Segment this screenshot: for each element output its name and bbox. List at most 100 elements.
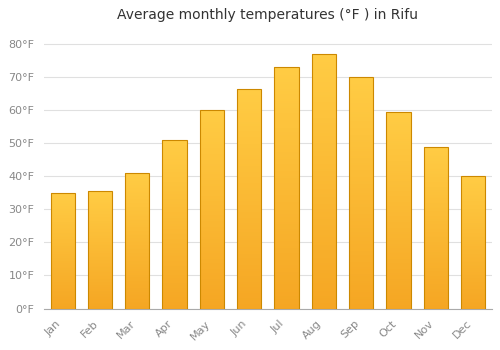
Bar — [312, 118, 336, 120]
Bar — [461, 223, 485, 224]
Bar — [349, 230, 373, 232]
Bar — [312, 133, 336, 135]
Bar — [274, 210, 298, 212]
Bar — [125, 306, 150, 307]
Bar — [424, 203, 448, 205]
Bar — [162, 241, 186, 243]
Bar — [50, 259, 75, 260]
Bar — [312, 171, 336, 174]
Bar — [274, 96, 298, 99]
Bar — [274, 142, 298, 145]
Bar — [312, 240, 336, 242]
Bar — [237, 133, 262, 135]
Bar — [88, 253, 112, 254]
Bar — [162, 280, 186, 281]
Bar — [349, 204, 373, 207]
Bar — [386, 271, 410, 273]
Bar — [125, 275, 150, 276]
Bar — [349, 255, 373, 258]
Bar — [50, 307, 75, 308]
Bar — [125, 199, 150, 200]
Bar — [125, 277, 150, 279]
Bar — [162, 182, 186, 184]
Bar — [274, 190, 298, 193]
Bar — [386, 157, 410, 159]
Bar — [312, 232, 336, 235]
Bar — [50, 222, 75, 223]
Bar — [349, 105, 373, 107]
Bar — [50, 305, 75, 306]
Bar — [274, 272, 298, 275]
Bar — [274, 106, 298, 108]
Bar — [349, 304, 373, 306]
Bar — [200, 178, 224, 180]
Bar — [88, 233, 112, 235]
Bar — [424, 284, 448, 286]
Bar — [274, 140, 298, 142]
Bar — [237, 223, 262, 225]
Bar — [461, 208, 485, 209]
Bar — [125, 230, 150, 231]
Bar — [50, 253, 75, 254]
Bar — [349, 119, 373, 121]
Bar — [349, 174, 373, 177]
Bar — [312, 82, 336, 85]
Bar — [88, 249, 112, 250]
Bar — [125, 249, 150, 250]
Bar — [312, 265, 336, 268]
Bar — [312, 57, 336, 59]
Bar — [125, 207, 150, 208]
Bar — [200, 150, 224, 152]
Bar — [349, 197, 373, 200]
Bar — [274, 304, 298, 306]
Bar — [125, 307, 150, 308]
Bar — [237, 275, 262, 278]
Bar — [200, 285, 224, 287]
Bar — [162, 194, 186, 196]
Bar — [274, 236, 298, 239]
Bar — [237, 282, 262, 284]
Bar — [50, 254, 75, 255]
Bar — [162, 179, 186, 181]
Bar — [162, 283, 186, 285]
Bar — [349, 202, 373, 204]
Bar — [237, 278, 262, 280]
Bar — [424, 152, 448, 153]
Bar — [88, 267, 112, 269]
Bar — [386, 165, 410, 167]
Bar — [237, 280, 262, 282]
Bar — [424, 232, 448, 234]
Bar — [461, 220, 485, 221]
Bar — [162, 172, 186, 174]
Bar — [424, 161, 448, 163]
Bar — [424, 258, 448, 260]
Bar — [237, 205, 262, 208]
Bar — [424, 216, 448, 218]
Bar — [386, 190, 410, 192]
Bar — [386, 232, 410, 234]
Bar — [162, 276, 186, 278]
Bar — [312, 242, 336, 245]
Bar — [237, 177, 262, 179]
Bar — [461, 217, 485, 219]
Bar — [88, 216, 112, 217]
Bar — [50, 288, 75, 289]
Bar — [461, 234, 485, 236]
Bar — [386, 179, 410, 181]
Bar — [274, 292, 298, 294]
Bar — [424, 205, 448, 206]
Bar — [312, 72, 336, 75]
Bar — [424, 292, 448, 294]
Bar — [461, 261, 485, 262]
Bar — [274, 260, 298, 263]
Bar — [50, 269, 75, 270]
Bar — [424, 270, 448, 271]
Bar — [274, 224, 298, 226]
Bar — [349, 77, 373, 308]
Bar — [349, 156, 373, 158]
Bar — [50, 295, 75, 296]
Bar — [88, 229, 112, 230]
Bar — [88, 278, 112, 279]
Bar — [237, 117, 262, 120]
Bar — [424, 150, 448, 152]
